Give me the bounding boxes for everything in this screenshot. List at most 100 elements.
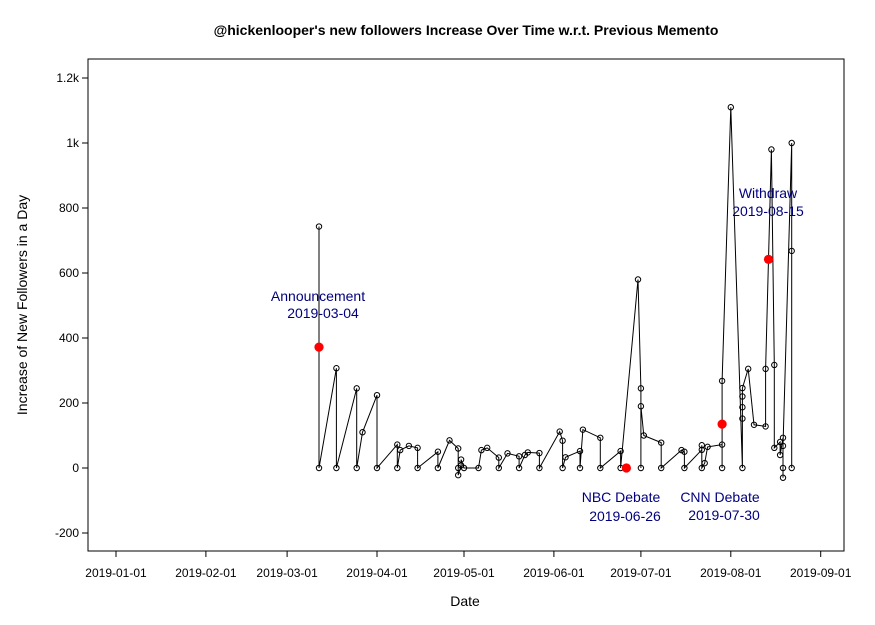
y-tick-label: 1k	[66, 136, 80, 150]
data-point	[359, 429, 366, 436]
y-axis-label: Increase of New Followers in a Day	[14, 195, 30, 415]
data-point	[559, 464, 566, 472]
data-point	[394, 464, 401, 472]
y-tick-label: 1.2k	[56, 71, 80, 85]
data-point	[750, 421, 758, 428]
plot-frame	[87, 58, 845, 552]
x-tick-label: 2019-06-01	[523, 566, 585, 580]
data-point	[701, 459, 708, 467]
data-point	[788, 247, 795, 255]
annotation-label: NBC Debate	[582, 489, 661, 505]
data-point	[562, 454, 569, 461]
data-point	[414, 444, 421, 452]
data-point	[394, 441, 401, 448]
data-point	[536, 464, 543, 472]
x-tick-label: 2019-05-01	[433, 566, 495, 580]
data-point	[333, 365, 340, 372]
annotation-label: CNN Debate	[680, 489, 760, 505]
data-point	[315, 223, 323, 230]
data-point	[739, 464, 746, 472]
x-tick-label: 2019-04-01	[346, 566, 408, 580]
x-tick-label: 2019-08-01	[700, 566, 762, 580]
event-point	[621, 463, 632, 473]
data-point	[597, 434, 604, 441]
y-tick-label: 600	[59, 266, 79, 280]
data-point	[658, 439, 665, 446]
data-point	[455, 445, 462, 452]
data-point	[727, 104, 734, 111]
data-point	[457, 456, 465, 463]
data-point	[315, 464, 323, 472]
data-point	[718, 441, 726, 448]
data-point	[681, 464, 688, 472]
data-point	[762, 365, 769, 373]
data-point	[739, 393, 746, 400]
data-point	[739, 415, 746, 422]
data-point	[718, 464, 726, 472]
annotation-date: 2019-07-30	[688, 507, 760, 523]
data-point	[434, 464, 442, 472]
x-tick-label: 2019-07-01	[610, 566, 672, 580]
data-point	[771, 444, 778, 452]
data-point	[698, 442, 705, 449]
data-point	[576, 447, 584, 455]
data-point	[658, 464, 665, 472]
x-tick-label: 2019-01-01	[85, 566, 147, 580]
annotation-date: 2019-06-26	[589, 508, 661, 524]
x-tick-label: 2019-02-01	[175, 566, 237, 580]
event-point	[763, 254, 774, 264]
data-point	[353, 464, 360, 472]
data-point	[745, 365, 752, 373]
x-axis: 2019-01-01 2019-02-01 2019-03-01 2019-04-01…	[85, 550, 852, 580]
data-point	[779, 474, 787, 481]
annotation-date: 2019-03-04	[287, 305, 359, 321]
y-tick-label: 0	[72, 461, 79, 475]
data-point	[698, 446, 705, 453]
data-point	[739, 404, 746, 411]
data-point	[637, 385, 645, 392]
data-point	[460, 464, 468, 472]
y-tick-label: 400	[59, 331, 79, 345]
y-tick-label: -200	[55, 526, 79, 540]
data-point	[333, 464, 340, 472]
data-point	[617, 447, 624, 455]
data-point	[634, 276, 642, 283]
data-point	[405, 442, 413, 450]
data-point	[478, 446, 485, 454]
data-point	[446, 437, 453, 444]
event-point	[717, 419, 727, 429]
data-point	[698, 464, 705, 472]
data-point	[475, 464, 482, 472]
series-layer	[315, 104, 795, 481]
y-tick-label: 200	[59, 396, 79, 410]
x-tick-label: 2019-03-01	[256, 566, 318, 580]
data-point	[515, 464, 523, 472]
data-point	[414, 464, 421, 472]
data-point	[739, 384, 746, 392]
data-point	[373, 464, 381, 472]
data-point	[640, 432, 647, 439]
annotation-label: Withdraw	[739, 185, 798, 201]
data-point	[536, 449, 543, 457]
data-point	[762, 423, 769, 430]
chart-title: @hickenlooper's new followers Increase O…	[214, 22, 719, 38]
data-point	[484, 444, 491, 452]
data-point	[637, 464, 645, 472]
data-point	[779, 464, 787, 472]
data-point	[597, 464, 604, 472]
data-point	[718, 377, 726, 385]
data-point	[704, 443, 711, 451]
data-point	[579, 426, 587, 433]
highlight-layer	[314, 254, 774, 473]
x-axis-label: Date	[450, 593, 480, 609]
event-point	[314, 342, 324, 352]
data-point	[788, 139, 795, 147]
data-point	[771, 361, 778, 369]
x-tick-label: 2019-09-01	[790, 566, 852, 580]
data-point	[637, 403, 645, 410]
data-point	[434, 448, 442, 455]
y-axis: -200 0 200 400 600 800 1k 1.2k	[55, 71, 89, 540]
data-point	[768, 146, 775, 153]
